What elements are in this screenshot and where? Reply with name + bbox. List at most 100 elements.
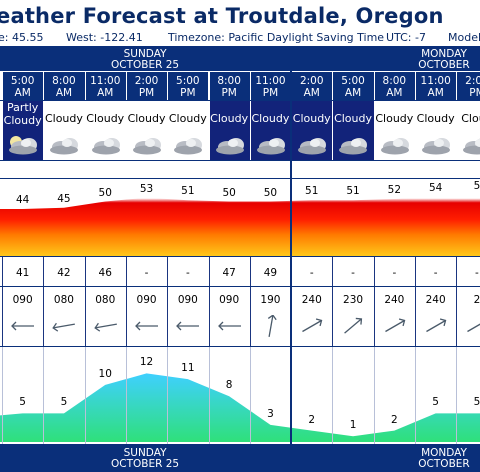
time-ampm: AM [55, 87, 73, 99]
grid-line [125, 256, 127, 346]
temperature-value: 54 [428, 181, 443, 194]
dewpoint-value: - [309, 267, 314, 279]
wind-direction-value: 090 [12, 294, 33, 306]
grid-line [167, 346, 169, 444]
grid-line [415, 100, 416, 180]
cloudy-icon [256, 138, 285, 155]
wind-speed-value: 10 [98, 367, 112, 380]
time-ampm: PM [180, 87, 196, 99]
grid-line [125, 346, 127, 444]
cloudy-icon [422, 138, 450, 155]
wind-arrow-icon [11, 321, 34, 331]
grid-line [208, 346, 210, 444]
dewpoint-value: - [433, 267, 438, 279]
wind-arrow-icon [426, 318, 447, 333]
time-label: 11:00 [255, 75, 286, 87]
temperature-value: 45 [57, 192, 71, 205]
wind-direction-value: 240 [384, 294, 405, 306]
day-name: MONDAY [421, 447, 467, 459]
row-divider [0, 444, 480, 445]
time-header [167, 72, 209, 100]
grid-line [2, 346, 3, 444]
wind-arrow-icon [302, 318, 323, 333]
wind-speed-value: 5 [432, 396, 439, 409]
wind-arrow-icon [93, 322, 117, 332]
cloudy-icon [174, 138, 203, 155]
time-label: 2:00 [465, 75, 480, 87]
time-header [2, 72, 44, 100]
day-date: OCTOBER 25 [110, 59, 180, 71]
grid-line [84, 256, 86, 346]
wind-direction-value: 090 [136, 294, 157, 306]
grid-line [43, 256, 45, 346]
day-header-monday [292, 46, 480, 71]
wind-speed-value: 11 [181, 362, 195, 375]
temperature-value: 50 [263, 186, 278, 199]
temperature-value: 51 [305, 185, 319, 198]
day-date: OCTOBER [418, 59, 470, 71]
cloudy-icon [91, 138, 120, 155]
dewpoint-value: - [392, 267, 397, 279]
utc-offset: UTC: -7 [386, 31, 426, 44]
grid-line [84, 346, 86, 444]
row-divider [0, 286, 480, 287]
wind-direction-value: 080 [53, 294, 74, 306]
sky-label: Cloudy [168, 112, 207, 125]
time-label: 2:00 [134, 75, 159, 87]
grid-line [456, 100, 458, 180]
page-title: eather Forecast at Troutdale, Oregon [0, 4, 480, 32]
temperature-value: 51 [346, 185, 360, 198]
time-ampm: PM [221, 87, 237, 99]
time-ampm: AM [303, 87, 320, 99]
time-header [125, 72, 168, 100]
page-title-text: eather Forecast at Troutdale, Oregon [0, 4, 444, 28]
day-date: OCTOBER 25 [110, 458, 180, 470]
time-header [249, 72, 292, 100]
cloudy-icon [339, 138, 368, 155]
wind-arrow-icon [52, 322, 76, 332]
row-divider [0, 178, 480, 179]
grid-line [415, 346, 416, 444]
day-date: OCTOBER [418, 458, 470, 470]
time-header [332, 72, 374, 100]
wind-speed-value: 5 [60, 396, 68, 409]
dewpoint-value: 47 [222, 267, 236, 279]
wind-direction-value: 090 [219, 294, 240, 306]
time-header [456, 72, 480, 100]
row-divider [0, 160, 480, 161]
sky-label: Cloud [461, 112, 480, 125]
time-label: 5:00 [176, 75, 200, 87]
cloudy-icon [380, 138, 409, 155]
time-ampm: PM [469, 87, 480, 99]
time-header [84, 72, 126, 100]
wind-speed-value: 2 [308, 413, 316, 426]
cloudy-icon [298, 138, 327, 155]
time-label: 11:00 [90, 75, 121, 87]
time-ampm: PM [262, 87, 279, 99]
dewpoint-value: 42 [57, 267, 71, 279]
timezone: Timezone: Pacific Daylight Saving Time [168, 31, 385, 44]
grid-line [43, 100, 45, 180]
time-header [43, 72, 85, 100]
grid-line [373, 256, 375, 346]
day-divider [290, 46, 293, 472]
dewpoint-value: - [185, 267, 190, 279]
cloudy-icon [50, 138, 79, 155]
wind-speed-value: 1 [349, 419, 357, 432]
grid-line [373, 100, 375, 180]
wind-speed-value: 12 [139, 356, 154, 369]
grid-line [208, 256, 210, 346]
time-ampm: AM [14, 87, 31, 99]
sky-label: Cloudy [127, 112, 166, 125]
grid-line [2, 256, 3, 346]
time-ampm: AM [97, 87, 114, 99]
latitude: e: 45.55 [0, 31, 44, 44]
temperature-value: 50 [222, 186, 236, 199]
day-footer-monday [292, 445, 480, 472]
dewpoint-value: - [475, 267, 479, 279]
wind-direction-value: 240 [425, 294, 446, 306]
grid-line [456, 346, 458, 444]
day-header-sunday [0, 46, 291, 71]
wind-direction-value: 2 [473, 294, 480, 306]
longitude: West: -122.41 [66, 31, 143, 44]
